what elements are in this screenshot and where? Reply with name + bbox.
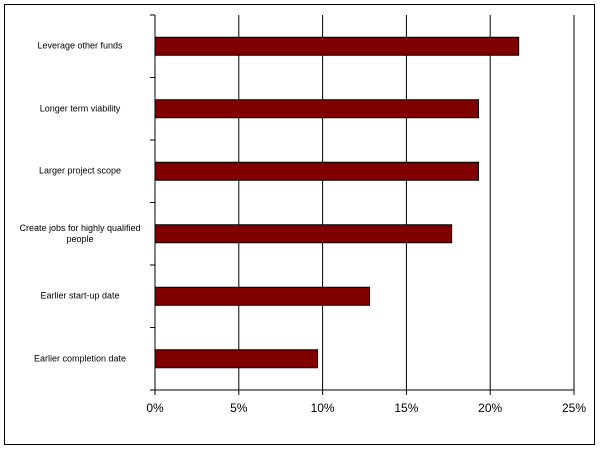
x-tick-label: 0% bbox=[146, 401, 164, 415]
x-tick-label: 10% bbox=[311, 401, 335, 415]
y-tick-label: Longer term viability bbox=[39, 103, 121, 114]
x-tick-label: 20% bbox=[478, 401, 502, 415]
x-tick-label: 5% bbox=[230, 401, 248, 415]
bar bbox=[154, 224, 453, 244]
y-tick-label: Leverage other funds bbox=[37, 40, 123, 51]
bar bbox=[154, 36, 520, 56]
y-tick-label: Create jobs for highly qualified people bbox=[19, 222, 141, 244]
bar bbox=[154, 161, 479, 181]
x-tick-label: 15% bbox=[394, 401, 418, 415]
bar bbox=[154, 286, 371, 306]
x-tick-label: 25% bbox=[562, 401, 586, 415]
y-tick-label: Larger project scope bbox=[38, 165, 122, 176]
y-tick-label: Earlier start-up date bbox=[40, 290, 120, 301]
y-tick-label: Earlier completion date bbox=[33, 353, 127, 364]
bar bbox=[154, 99, 479, 119]
bar bbox=[154, 349, 319, 369]
